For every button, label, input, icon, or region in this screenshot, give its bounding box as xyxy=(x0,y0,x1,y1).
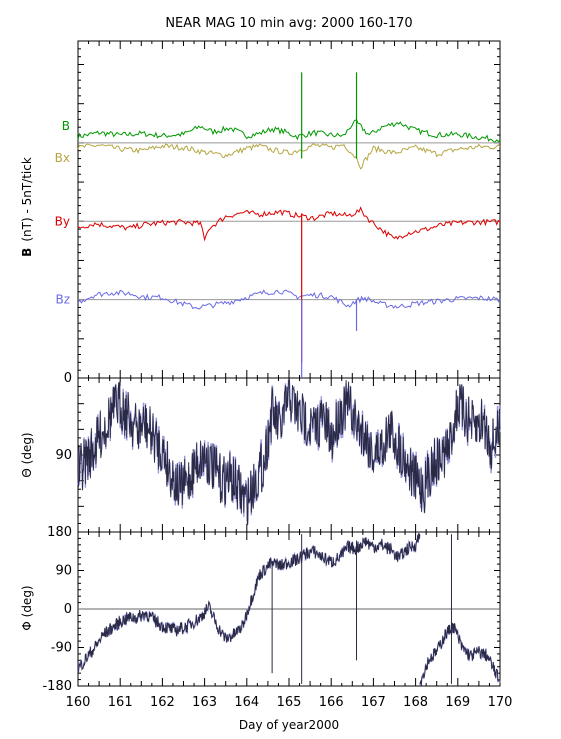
x-tick-label: 163 xyxy=(192,695,217,710)
series-line-bx xyxy=(77,143,501,170)
x-tick-label: 165 xyxy=(277,695,302,710)
panel-phi-ylabel: Φ (deg) xyxy=(20,585,34,630)
y-tick-label: 90 xyxy=(55,564,72,579)
series-label-by: By xyxy=(55,214,70,228)
x-tick-label: 168 xyxy=(403,695,428,710)
x-tick-label: 164 xyxy=(234,695,259,710)
x-tick-label: 167 xyxy=(361,695,386,710)
phi-line-segment-1 xyxy=(271,532,421,571)
x-tick-label: 162 xyxy=(150,695,175,710)
theta-line xyxy=(77,379,501,527)
panel-b-ylabel-bold: B xyxy=(20,248,34,257)
panel-b-ylabel-rest: (nT) - 5nT/tick xyxy=(20,157,34,242)
theta-spread-line xyxy=(77,379,501,522)
series-line-bz xyxy=(77,289,501,310)
y-tick-label: -90 xyxy=(51,641,72,656)
x-tick-label: 169 xyxy=(445,695,470,710)
y-tick-label: 90 xyxy=(55,448,72,463)
series-label-bz: Bz xyxy=(55,293,70,307)
chart-title: NEAR MAG 10 min avg: 2000 160-170 xyxy=(165,16,412,31)
series-line-b xyxy=(77,119,501,143)
series-label-b: B xyxy=(62,119,70,133)
y-tick-label: -180 xyxy=(42,679,72,694)
y-tick-label: 180 xyxy=(47,525,72,540)
x-tick-label: 161 xyxy=(108,695,133,710)
phi-line-segment-0 xyxy=(77,557,273,674)
y-tick-label: 0 xyxy=(64,371,72,386)
panel-theta-ylabel: Θ (deg) xyxy=(20,432,34,477)
x-tick-label: 160 xyxy=(66,695,91,710)
panel-frame-0 xyxy=(77,40,501,379)
panel-b-ylabel: B (nT) - 5nT/tick xyxy=(20,157,34,257)
phi-spread-line xyxy=(419,622,501,686)
x-tick-label: 170 xyxy=(488,695,513,710)
phi-spread-line xyxy=(77,557,273,674)
series-line-by xyxy=(77,206,501,242)
x-tick-label: 166 xyxy=(319,695,344,710)
y-tick-label: 0 xyxy=(64,602,72,617)
phi-line-segment-2 xyxy=(419,622,501,686)
series-label-bx: Bx xyxy=(55,151,70,165)
x-axis-label: Day of year2000 xyxy=(239,718,339,732)
